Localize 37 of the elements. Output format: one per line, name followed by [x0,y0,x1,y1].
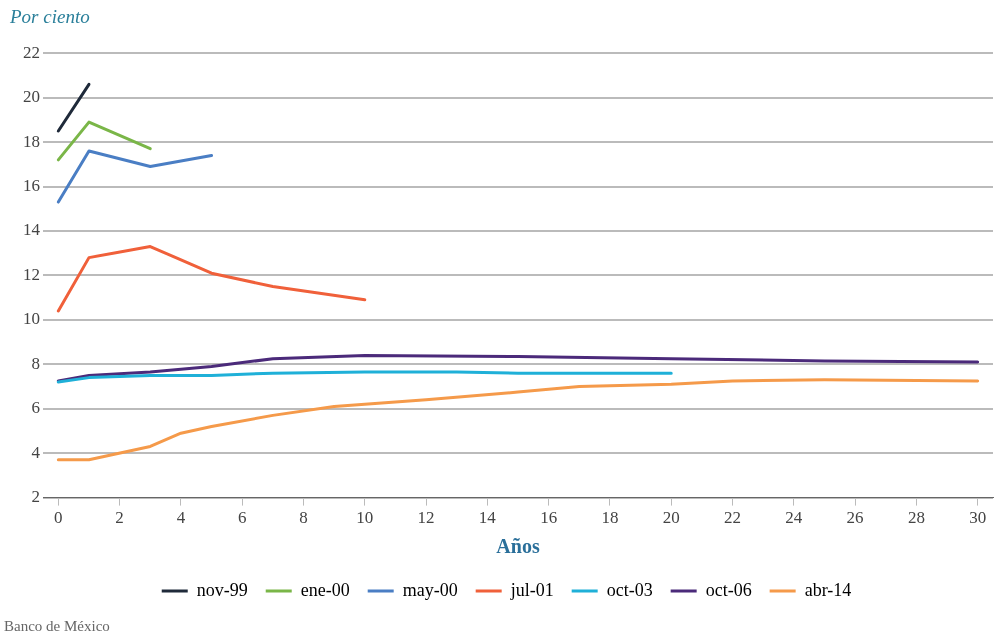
x-axis-title: Años [496,535,540,558]
x-tick-label: 18 [601,508,619,528]
legend-label: may-00 [402,579,458,600]
y-axis-title: Por ciento [10,6,90,28]
y-tick-label: 8 [31,353,40,373]
y-tick-label: 10 [23,309,40,329]
y-tick-label: 6 [31,398,40,418]
y-tick-label: 2 [31,487,40,507]
text: Banco de México [4,618,110,635]
x-tick-label: 26 [846,508,864,528]
x-tick-label: 30 [969,508,987,528]
legend-label: abr-14 [804,579,852,600]
x-tick-label: 4 [176,508,186,528]
y-tick-label: 12 [23,264,40,284]
x-tick-label: 2 [115,508,124,528]
x-tick-label: 20 [662,508,680,528]
x-tick-label: 24 [785,508,803,528]
y-tick-label: 20 [23,87,40,107]
x-tick-label: 10 [356,508,374,528]
x-tick-label: 12 [417,508,435,528]
y-tick-label: 22 [23,42,40,62]
legend-label: oct-06 [705,579,752,600]
x-tick-label: 14 [478,508,497,528]
y-tick-label: 18 [23,131,40,151]
y-tick-label: 4 [31,442,41,462]
y-tick-label: 16 [23,175,40,195]
x-tick-label: 28 [907,508,925,528]
y-tick-label: 14 [23,220,41,240]
x-tick-label: 16 [540,508,558,528]
x-tick-label: 0 [54,508,63,528]
legend-label: nov-99 [196,579,248,600]
x-tick-label: 8 [299,508,308,528]
x-tick-label: 6 [237,508,247,528]
legend-label: jul-01 [509,579,554,600]
legend-label: oct-03 [606,579,653,600]
legend-label: ene-00 [300,579,350,600]
x-tick-label: 22 [724,508,742,528]
